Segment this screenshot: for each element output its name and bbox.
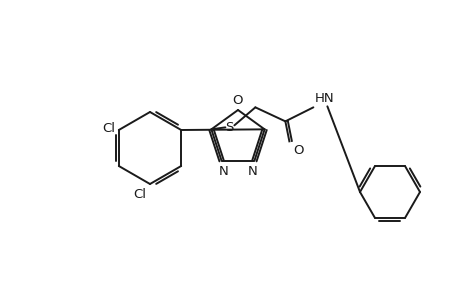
- Text: N: N: [247, 165, 257, 178]
- Text: O: O: [232, 94, 243, 107]
- Text: Cl: Cl: [133, 188, 146, 201]
- Text: O: O: [293, 144, 303, 157]
- Text: HN: HN: [313, 92, 333, 105]
- Text: N: N: [218, 165, 228, 178]
- Text: Cl: Cl: [101, 122, 115, 134]
- Text: S: S: [225, 121, 233, 134]
